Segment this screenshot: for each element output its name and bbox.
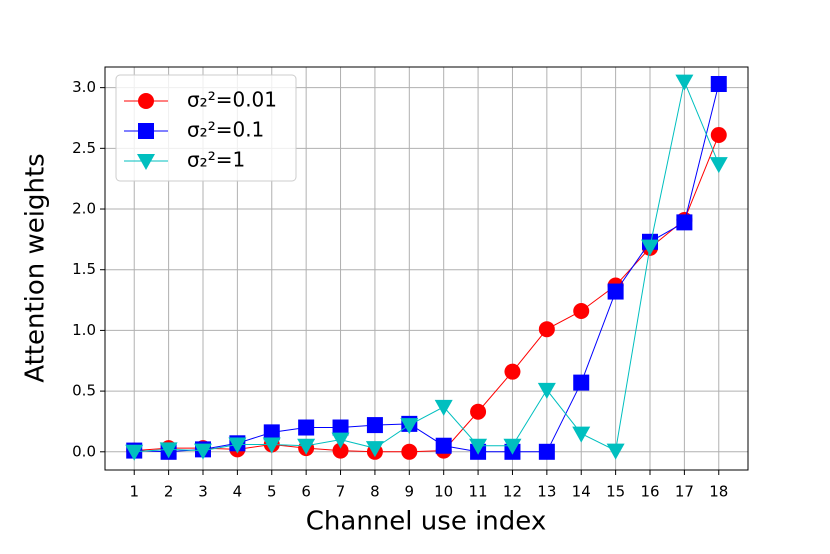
legend-label: σ₂²=0.01 xyxy=(187,88,277,112)
x-tick-label: 15 xyxy=(606,483,625,501)
marker xyxy=(709,157,728,174)
marker xyxy=(401,443,418,460)
series-line xyxy=(134,134,720,453)
marker xyxy=(366,417,383,434)
marker xyxy=(125,444,144,461)
marker xyxy=(332,442,349,459)
marker xyxy=(641,239,660,256)
marker xyxy=(331,432,350,449)
x-tick-label: 4 xyxy=(233,483,243,501)
x-tick-label: 3 xyxy=(198,483,208,501)
x-tick-label: 9 xyxy=(405,483,415,501)
marker xyxy=(503,438,522,455)
series-line xyxy=(134,79,720,453)
marker xyxy=(434,399,453,416)
marker xyxy=(710,75,727,92)
y-tick-label: 3.0 xyxy=(72,78,96,96)
x-tick-label: 18 xyxy=(709,483,728,501)
marker xyxy=(400,418,419,435)
marker xyxy=(435,437,452,454)
legend-label: σ₂²=1 xyxy=(187,148,245,172)
x-tick-label: 1 xyxy=(129,483,139,501)
x-tick-label: 14 xyxy=(572,483,591,501)
y-tick-label: 1.0 xyxy=(72,321,96,339)
marker xyxy=(538,321,555,338)
plot-frame xyxy=(104,66,749,471)
x-tick-label: 17 xyxy=(675,483,694,501)
x-tick-label: 13 xyxy=(537,483,556,501)
marker xyxy=(138,123,154,139)
marker xyxy=(137,154,155,170)
y-axis-label: Attention weights xyxy=(21,153,51,382)
x-tick-label: 12 xyxy=(503,483,522,501)
legend-label: σ₂²=0.1 xyxy=(187,118,264,142)
marker xyxy=(365,441,384,458)
marker xyxy=(263,424,280,441)
marker xyxy=(606,443,625,460)
marker xyxy=(469,438,488,455)
marker xyxy=(572,426,591,443)
marker xyxy=(228,437,247,454)
marker xyxy=(710,126,727,143)
marker xyxy=(537,382,556,399)
x-tick-label: 6 xyxy=(301,483,311,501)
marker xyxy=(607,283,624,300)
x-tick-label: 16 xyxy=(640,483,659,501)
x-tick-label: 10 xyxy=(434,483,453,501)
x-tick-label: 5 xyxy=(267,483,277,501)
marker xyxy=(262,437,281,454)
marker xyxy=(159,442,178,459)
marker xyxy=(573,374,590,391)
y-tick-label: 0.5 xyxy=(72,382,96,400)
marker xyxy=(538,443,555,460)
y-tick-label: 1.5 xyxy=(72,260,96,278)
marker xyxy=(675,74,694,91)
x-tick-label: 2 xyxy=(164,483,174,501)
marker xyxy=(470,403,487,420)
y-tick-label: 0.0 xyxy=(72,442,96,460)
x-axis-label: Channel use index xyxy=(306,507,546,537)
marker xyxy=(138,93,154,109)
x-tick-label: 11 xyxy=(469,483,488,501)
marker xyxy=(298,419,315,436)
marker xyxy=(193,443,212,460)
marker xyxy=(297,438,316,455)
y-tick-label: 2.0 xyxy=(72,200,96,218)
marker xyxy=(332,419,349,436)
marker xyxy=(676,214,693,231)
x-tick-label: 8 xyxy=(370,483,380,501)
marker xyxy=(573,302,590,319)
y-tick-label: 2.5 xyxy=(72,139,96,157)
marker xyxy=(504,363,521,380)
x-tick-label: 7 xyxy=(336,483,346,501)
